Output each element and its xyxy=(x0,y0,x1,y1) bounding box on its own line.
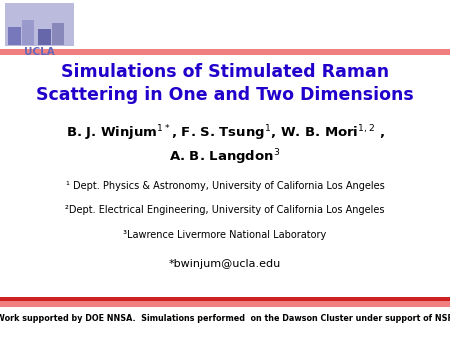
Bar xyxy=(0,49,450,55)
Text: Simulations of Stimulated Raman: Simulations of Stimulated Raman xyxy=(61,63,389,80)
Bar xyxy=(52,23,64,45)
Text: ²Dept. Electrical Engineering, University of California Los Angeles: ²Dept. Electrical Engineering, Universit… xyxy=(65,205,385,215)
Text: A. B. Langdon$^3$: A. B. Langdon$^3$ xyxy=(169,147,281,167)
Bar xyxy=(38,29,50,45)
Text: Work supported by DOE NNSA.  Simulations performed  on the Dawson Cluster under : Work supported by DOE NNSA. Simulations … xyxy=(0,314,450,323)
FancyBboxPatch shape xyxy=(4,3,74,46)
Bar xyxy=(22,20,35,45)
Bar xyxy=(0,297,450,301)
Text: Scattering in One and Two Dimensions: Scattering in One and Two Dimensions xyxy=(36,86,414,104)
Text: B. J. Winjum$^{1*}$, F. S. Tsung$^1$, W. B. Mori$^{1,2}$ ,: B. J. Winjum$^{1*}$, F. S. Tsung$^1$, W.… xyxy=(66,123,384,143)
Text: UCLA: UCLA xyxy=(24,47,55,57)
Text: ¹ Dept. Physics & Astronomy, University of California Los Angeles: ¹ Dept. Physics & Astronomy, University … xyxy=(66,181,384,191)
Text: ³Lawrence Livermore National Laboratory: ³Lawrence Livermore National Laboratory xyxy=(123,230,327,240)
Bar xyxy=(8,27,21,45)
Bar xyxy=(0,301,450,307)
Text: *bwinjum@ucla.edu: *bwinjum@ucla.edu xyxy=(169,259,281,269)
